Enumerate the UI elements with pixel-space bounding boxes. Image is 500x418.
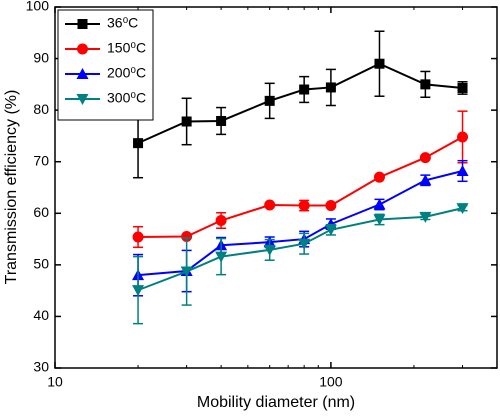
marker [180, 266, 193, 278]
marker [215, 215, 227, 227]
marker [298, 238, 311, 250]
y-axis-label: Transmission efficiency (%) [3, 90, 20, 285]
marker [76, 94, 89, 105]
series [132, 110, 469, 249]
marker [181, 230, 193, 242]
marker [325, 200, 337, 212]
marker [419, 174, 432, 186]
series [133, 30, 468, 179]
marker [457, 131, 469, 143]
x-axis-label: Mobility diameter (nm) [197, 394, 355, 411]
y-tick-label: 80 [33, 101, 49, 117]
legend-label: 300⁰C [107, 90, 146, 106]
marker [374, 58, 385, 69]
series [132, 203, 469, 325]
marker [298, 200, 310, 212]
x-tick-label: 100 [319, 374, 343, 390]
legend-label: 200⁰C [107, 65, 146, 81]
marker [132, 231, 144, 243]
marker [373, 214, 386, 226]
y-tick-label: 100 [26, 0, 50, 14]
marker [420, 79, 431, 90]
legend-label: 36⁰C [107, 15, 138, 31]
legend-box [57, 9, 154, 121]
marker [132, 285, 145, 297]
series [132, 159, 469, 297]
marker [264, 199, 276, 211]
marker [373, 198, 386, 210]
marker [456, 164, 469, 176]
marker [264, 95, 275, 106]
marker [324, 224, 337, 236]
marker [325, 82, 336, 93]
marker [263, 244, 276, 256]
y-tick-label: 70 [33, 152, 49, 168]
y-tick-label: 30 [33, 359, 49, 375]
marker [457, 82, 468, 93]
marker [456, 203, 469, 215]
plot-frame [54, 6, 498, 369]
marker [299, 84, 310, 95]
marker [77, 43, 88, 55]
marker [215, 251, 228, 263]
x-tick-label: 10 [47, 374, 63, 390]
marker [419, 152, 431, 164]
y-tick-label: 90 [33, 49, 49, 65]
y-tick-label: 40 [33, 307, 49, 323]
marker [133, 138, 144, 149]
marker [216, 115, 227, 126]
marker [181, 116, 192, 127]
y-tick-label: 50 [33, 256, 49, 272]
marker [77, 19, 88, 29]
marker [419, 211, 432, 223]
legend-label: 150⁰C [107, 40, 146, 56]
marker [373, 171, 385, 183]
y-tick-label: 60 [33, 204, 49, 220]
marker [76, 68, 89, 79]
